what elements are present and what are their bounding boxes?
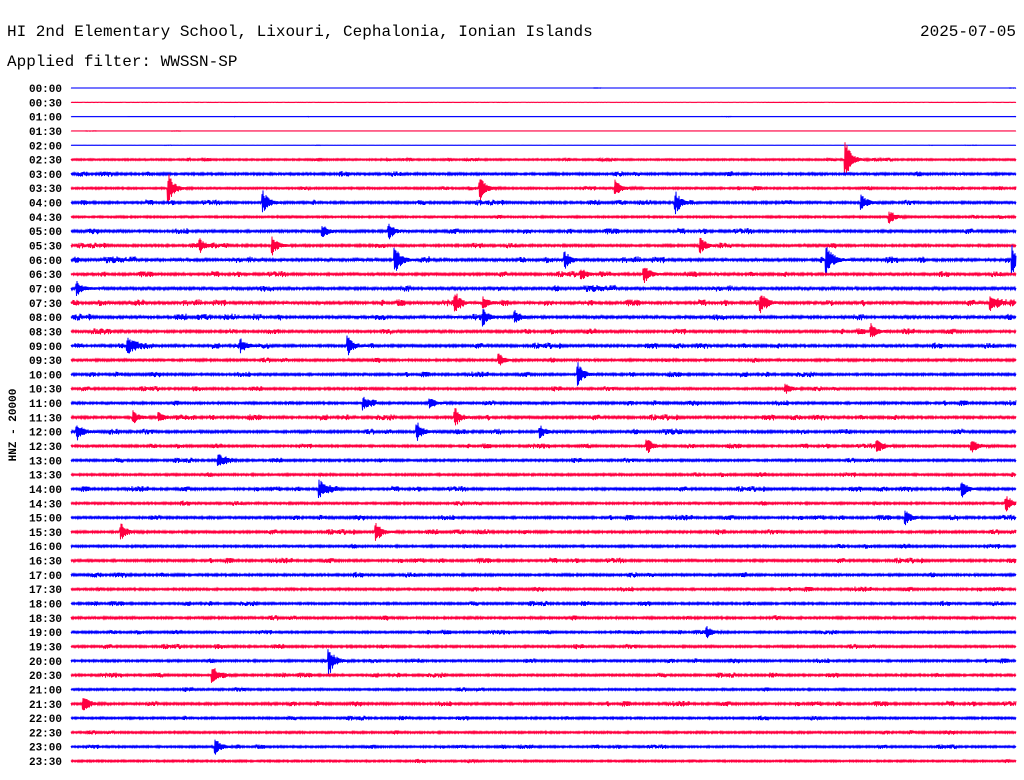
seismic-trace — [70, 362, 1017, 386]
time-label: 00:30 — [29, 98, 62, 110]
seismic-trace — [70, 223, 1017, 240]
time-label: 05:00 — [29, 227, 62, 239]
time-label: 20:00 — [29, 657, 62, 669]
time-label: 10:30 — [29, 385, 62, 397]
seismic-trace — [70, 543, 1017, 550]
seismic-trace — [70, 170, 1017, 177]
time-label: 16:00 — [29, 542, 62, 554]
seismic-trace — [70, 245, 1017, 276]
time-label: 08:30 — [29, 327, 62, 339]
time-label: 04:30 — [29, 213, 62, 225]
time-label: 18:00 — [29, 600, 62, 612]
time-label: 21:30 — [29, 700, 62, 712]
time-label: 15:30 — [29, 528, 62, 540]
seismic-trace — [70, 408, 1017, 426]
time-label: 07:30 — [29, 299, 62, 311]
time-label: 17:00 — [29, 571, 62, 583]
time-label: 11:30 — [29, 413, 62, 425]
time-label: 13:30 — [29, 471, 62, 483]
seismic-trace — [70, 144, 1017, 147]
time-label: 14:30 — [29, 499, 62, 511]
time-label: 01:00 — [29, 113, 62, 125]
seismic-trace — [70, 174, 1017, 203]
seismic-trace — [70, 293, 1017, 314]
time-label: 09:00 — [29, 342, 62, 354]
time-label: 01:30 — [29, 127, 62, 139]
seismic-trace — [70, 115, 1017, 118]
seismic-trace — [70, 715, 1017, 722]
seismic-trace — [70, 686, 1017, 693]
y-axis-label: HNZ - 20000 — [8, 389, 20, 462]
seismic-trace — [70, 522, 1017, 541]
time-label: 17:30 — [29, 585, 62, 597]
seismic-trace — [70, 236, 1017, 256]
seismic-trace — [70, 142, 1017, 176]
seismic-trace — [70, 649, 1017, 675]
time-label: 12:30 — [29, 442, 62, 454]
seismic-trace — [70, 309, 1017, 327]
seismic-trace — [70, 383, 1017, 394]
time-label: 12:00 — [29, 428, 62, 440]
seismic-trace — [70, 614, 1017, 621]
seismic-trace — [70, 267, 1017, 284]
time-label: 08:00 — [29, 313, 62, 325]
time-label: 22:30 — [29, 728, 62, 740]
seismic-trace — [70, 190, 1017, 215]
seismic-trace — [70, 280, 1017, 297]
time-label: 10:00 — [29, 370, 62, 382]
seismic-trace — [70, 668, 1017, 683]
seismic-trace — [70, 739, 1017, 755]
time-label: 21:00 — [29, 685, 62, 697]
seismic-trace — [70, 323, 1017, 338]
seismic-trace — [70, 471, 1017, 478]
time-label: 03:30 — [29, 184, 62, 196]
seismic-trace — [70, 353, 1017, 366]
date-label: 2025-07-05 — [920, 23, 1016, 41]
seismic-trace — [70, 422, 1017, 441]
time-label: 23:30 — [29, 757, 62, 769]
time-label: 16:30 — [29, 557, 62, 569]
time-label: 14:00 — [29, 485, 62, 497]
station-title: HI 2nd Elementary School, Lixouri, Cepha… — [7, 23, 593, 41]
seismic-trace — [70, 698, 1017, 711]
seismic-trace — [70, 396, 1017, 411]
filter-label: Applied filter: WWSSN-SP — [7, 53, 237, 71]
time-label: 09:30 — [29, 356, 62, 368]
time-label: 04:00 — [29, 199, 62, 211]
seismic-trace — [70, 586, 1017, 593]
seismic-trace — [70, 571, 1017, 578]
seismic-trace — [70, 626, 1017, 639]
seismic-trace — [70, 496, 1017, 512]
time-label: 11:00 — [29, 399, 62, 411]
seismic-trace — [70, 439, 1017, 454]
seismic-trace — [70, 510, 1017, 526]
time-label: 18:30 — [29, 614, 62, 626]
time-label: 02:00 — [29, 141, 62, 153]
time-label: 22:00 — [29, 714, 62, 726]
time-label: 00:00 — [29, 84, 62, 96]
time-label: 15:00 — [29, 514, 62, 526]
time-label: 23:00 — [29, 743, 62, 755]
time-label: 05:30 — [29, 242, 62, 254]
seismic-trace — [70, 129, 1017, 132]
seismic-trace — [70, 600, 1017, 607]
seismic-trace — [70, 211, 1017, 224]
seismic-trace — [70, 335, 1017, 356]
seismic-trace — [70, 454, 1017, 466]
time-label: 03:00 — [29, 170, 62, 182]
seismic-trace — [70, 729, 1017, 736]
seismic-trace — [70, 479, 1017, 499]
time-label: 19:30 — [29, 642, 62, 654]
time-label: 20:30 — [29, 671, 62, 683]
time-label: 06:30 — [29, 270, 62, 282]
time-label: 06:00 — [29, 256, 62, 268]
time-label: 07:00 — [29, 284, 62, 296]
seismic-trace — [70, 643, 1017, 650]
time-label: 02:30 — [29, 156, 62, 168]
time-label: 19:00 — [29, 628, 62, 640]
seismic-trace — [70, 758, 1017, 765]
seismic-trace — [70, 557, 1017, 564]
time-label: 13:00 — [29, 456, 62, 468]
